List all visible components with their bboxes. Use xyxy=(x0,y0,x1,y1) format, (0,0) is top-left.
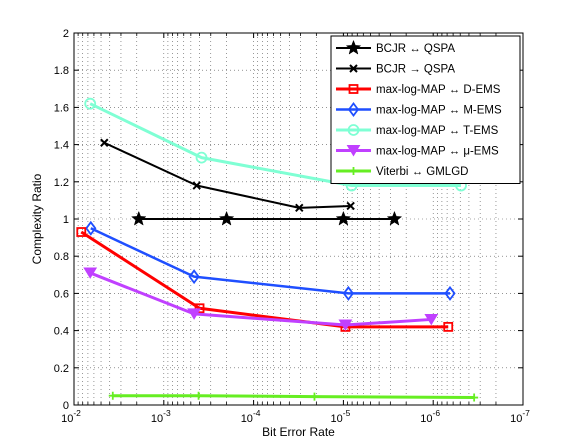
y-tick-label: 0.6 xyxy=(54,288,69,300)
y-tick-label: 1.8 xyxy=(54,65,69,77)
x-tick-label: 10-2 xyxy=(61,408,81,425)
x-tick-label: 10-7 xyxy=(510,408,530,425)
data-point xyxy=(187,308,201,320)
y-tick-label: 1.2 xyxy=(54,177,69,189)
series-3 xyxy=(85,220,456,301)
data-point xyxy=(338,319,353,331)
legend-label: max-log-MAP ↔ μ-EMS xyxy=(376,146,499,158)
x-tick-base: 10 xyxy=(420,413,432,425)
series-4 xyxy=(84,97,467,192)
legend-label: BCJR → QSPA xyxy=(376,64,455,76)
data-point xyxy=(195,151,208,164)
data-point xyxy=(108,391,117,400)
legend-item: max-log-MAP ↔ T-EMS xyxy=(336,124,499,137)
series-6 xyxy=(108,391,479,402)
x-tick-base: 10 xyxy=(151,413,163,425)
legend-item: max-log-MAP ↔ M-EMS xyxy=(336,102,502,117)
x-tick-exponent: -3 xyxy=(163,408,171,418)
series-line xyxy=(89,102,462,188)
y-tick-label: 0.8 xyxy=(54,251,69,263)
y-axis: 0 0.2 0.4 0.6 0.8 1 1.2 1.4 1.6 1.8 2 xyxy=(54,28,523,412)
series-line xyxy=(89,271,432,327)
y-tick-label: 1.6 xyxy=(54,102,69,114)
legend-marker xyxy=(348,84,359,94)
series-line xyxy=(80,230,449,329)
series-5 xyxy=(83,267,439,331)
legend-marker xyxy=(347,124,360,136)
x-tick-exponent: -6 xyxy=(433,408,441,418)
y-tick-label: 2 xyxy=(63,28,69,40)
legend-item: max-log-MAP ↔ D-EMS xyxy=(336,84,501,96)
data-point xyxy=(470,393,479,402)
series-layer xyxy=(76,97,479,402)
legend-marker xyxy=(345,39,362,55)
data-point xyxy=(76,227,87,237)
y-tick-label: 0.2 xyxy=(54,363,69,375)
series-line xyxy=(112,394,475,400)
legend-label: max-log-MAP ↔ D-EMS xyxy=(376,84,501,96)
y-tick-label: 1 xyxy=(63,214,69,226)
legend-marker xyxy=(349,167,358,175)
series-line xyxy=(90,227,450,295)
legend-item: max-log-MAP ↔ μ-EMS xyxy=(336,145,499,158)
y-tick-label: 1.4 xyxy=(54,140,69,152)
data-point xyxy=(386,210,403,226)
x-tick-exponent: -2 xyxy=(73,408,81,418)
legend-marker xyxy=(346,145,361,157)
data-point xyxy=(335,210,352,226)
legend-item: BCJR ↔ QSPA xyxy=(336,39,455,55)
data-point xyxy=(84,97,97,110)
data-point xyxy=(83,267,98,279)
data-point xyxy=(342,285,355,301)
data-point xyxy=(443,321,454,332)
legend-marker xyxy=(349,64,358,73)
series-1 xyxy=(100,138,355,213)
x-tick-exponent: -4 xyxy=(253,408,261,418)
legend-label: BCJR ↔ QSPA xyxy=(376,43,455,55)
data-point xyxy=(218,210,235,226)
data-point xyxy=(194,391,203,400)
legend-item: Viterbi ↔ GMLGD xyxy=(336,166,468,178)
y-tick-label: 0 xyxy=(63,400,69,412)
data-point xyxy=(130,210,147,226)
data-point xyxy=(192,181,201,190)
x-tick-exponent: -5 xyxy=(343,408,351,418)
data-point xyxy=(444,285,456,301)
y-axis-label: Complexity Ratio xyxy=(30,173,44,264)
x-tick-base: 10 xyxy=(510,413,522,425)
x-tick-label: 10-4 xyxy=(241,408,261,425)
legend-label: Viterbi ↔ GMLGD xyxy=(376,166,468,178)
series-0 xyxy=(130,210,403,226)
x-tick-label: 10-6 xyxy=(420,408,440,425)
y-tick-label: 0.4 xyxy=(54,326,69,338)
series-line xyxy=(103,141,351,209)
x-tick-base: 10 xyxy=(61,413,73,425)
data-point xyxy=(346,201,355,211)
data-point xyxy=(188,269,200,285)
x-tick-label: 10-5 xyxy=(330,408,350,425)
legend: BCJR ↔ QSPA BCJR → QSPA max-log-MAP ↔ D-EM… xyxy=(330,35,521,184)
x-tick-base: 10 xyxy=(330,413,342,425)
x-tick-exponent: -7 xyxy=(522,408,530,418)
data-point xyxy=(310,392,319,401)
data-point xyxy=(424,313,439,326)
legend-marker xyxy=(347,102,360,117)
series-2 xyxy=(76,227,454,332)
data-point xyxy=(194,303,205,314)
x-tick-base: 10 xyxy=(241,413,253,425)
x-axis-label: Bit Error Rate xyxy=(262,425,335,439)
x-tick-label: 10-3 xyxy=(151,408,171,425)
data-point xyxy=(295,203,304,213)
data-point xyxy=(100,138,109,147)
legend-label: max-log-MAP ↔ T-EMS xyxy=(376,125,499,137)
legend-label: max-log-MAP ↔ M-EMS xyxy=(376,105,502,117)
legend-item: BCJR → QSPA xyxy=(336,64,455,76)
data-point xyxy=(85,220,97,236)
